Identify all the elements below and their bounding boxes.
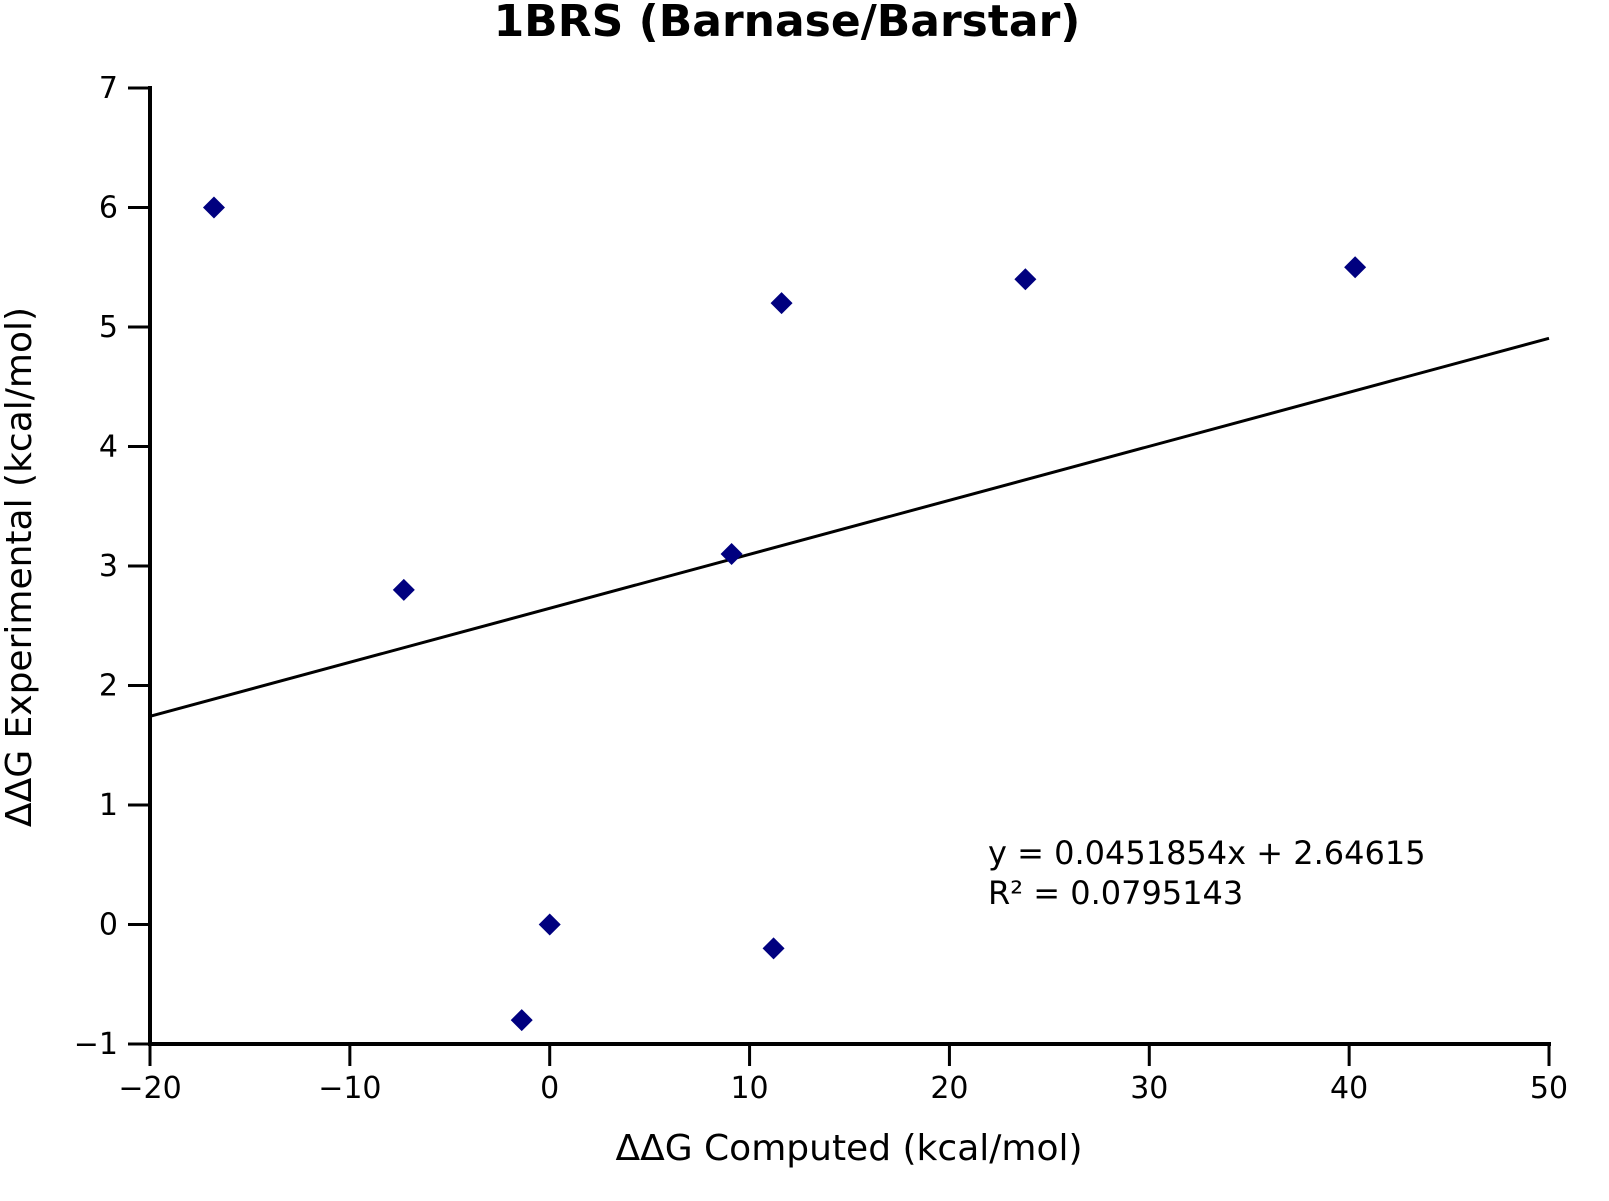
y-tick-label: 3 (99, 549, 118, 584)
chart-title: 1BRS (Barnase/Barstar) (494, 0, 1081, 47)
y-tick-label: −1 (74, 1027, 118, 1062)
y-tick-label: 0 (99, 908, 118, 943)
y-tick-label: 7 (99, 71, 118, 106)
y-tick-label: 4 (99, 430, 118, 465)
x-tick-label: −20 (118, 1071, 181, 1106)
y-tick-label: 1 (99, 788, 118, 823)
data-point (538, 913, 561, 936)
x-tick-label: 0 (540, 1071, 559, 1106)
r-squared: R² = 0.0795143 (988, 874, 1243, 912)
x-tick-label: 10 (730, 1071, 768, 1106)
y-axis-label: ΔΔG Experimental (kcal/mol) (0, 307, 40, 827)
data-point (202, 196, 225, 219)
x-tick-label: −10 (318, 1071, 381, 1106)
data-point (392, 578, 415, 601)
x-axis-label: ΔΔG Computed (kcal/mol) (615, 1128, 1082, 1169)
trendline (149, 336, 1550, 718)
axes (148, 86, 1551, 1046)
data-points (202, 196, 1367, 1032)
regression-equation: y = 0.0451854x + 2.64615 (988, 834, 1426, 872)
data-point (510, 1009, 533, 1032)
x-tick-label: 20 (930, 1071, 968, 1106)
data-point (762, 937, 785, 960)
x-tick-label: 40 (1330, 1071, 1368, 1106)
x-tick-label: 50 (1530, 1071, 1568, 1106)
y-tick-label: 5 (99, 310, 118, 345)
data-point (720, 543, 743, 566)
x-tick-label: 30 (1130, 1071, 1168, 1106)
data-point (770, 292, 793, 315)
data-point (1344, 256, 1367, 279)
y-tick-label: 2 (99, 669, 118, 704)
data-point (1014, 268, 1037, 291)
y-tick-label: 6 (99, 191, 118, 226)
